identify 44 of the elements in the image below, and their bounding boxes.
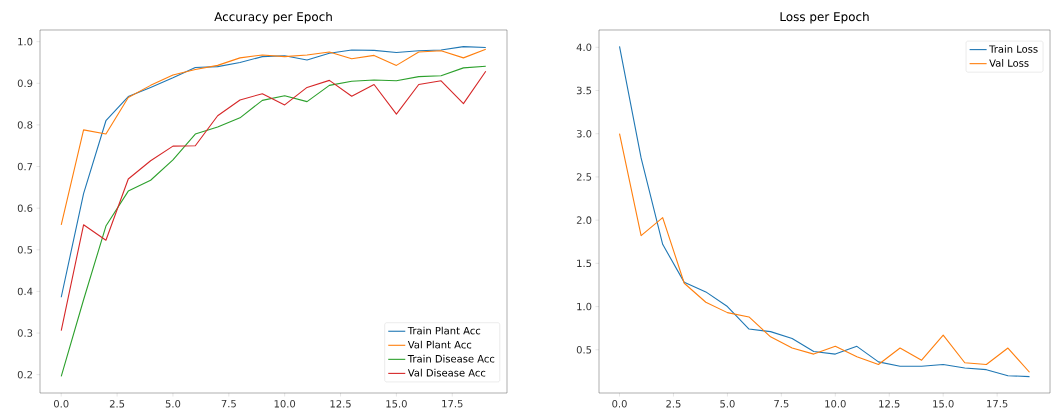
line-series	[618, 133, 1031, 373]
line-series	[60, 46, 487, 298]
x-tick-label: 5.0	[165, 400, 181, 408]
y-tick-label: 0.9	[17, 79, 33, 88]
chart-title: Loss per Epoch	[780, 11, 869, 24]
legend-label: Val Plant Acc	[407, 340, 472, 349]
legend-label: Val Disease Acc	[407, 368, 486, 377]
y-tick-label: 3.5	[576, 86, 592, 95]
x-tick-label: 12.5	[879, 400, 900, 408]
y-tick-label: 0.7	[17, 162, 33, 171]
x-tick-label: 0.0	[612, 400, 627, 408]
line-series	[60, 48, 487, 226]
y-tick-label: 1.5	[577, 259, 592, 268]
y-tick-label: 4.0	[576, 43, 592, 52]
y-tick-label: 0.5	[17, 246, 33, 254]
x-tick-label: 15.0	[386, 400, 407, 408]
y-tick-label: 0.8	[17, 121, 33, 129]
x-tick-label: 2.5	[109, 400, 125, 408]
legend-label: Val Loss	[989, 59, 1029, 67]
x-tick-label: 12.5	[330, 400, 351, 408]
x-tick-label: 10.0	[274, 400, 296, 408]
x-tick-label: 2.5	[666, 400, 681, 408]
x-tick-label: 15.0	[933, 400, 954, 408]
x-tick-label: 10.0	[825, 400, 846, 408]
y-tick-label: 3.0	[576, 129, 592, 138]
y-tick-label: 0.4	[17, 287, 33, 296]
x-tick-label: 7.5	[221, 400, 236, 408]
y-tick-label: 0.3	[17, 329, 33, 337]
x-tick-label: 17.5	[442, 400, 463, 408]
legend-label: Train Disease Acc	[407, 354, 495, 363]
y-tick-label: 1.0	[577, 302, 592, 311]
legend-label: Train Plant Acc	[407, 326, 481, 335]
x-tick-label: 17.5	[987, 400, 1008, 408]
y-tick-label: 0.2	[17, 370, 32, 379]
y-tick-label: 2.0	[576, 216, 592, 224]
y-tick-label: 2.5	[576, 173, 592, 181]
legend-label: Train Loss	[989, 45, 1038, 53]
x-tick-label: 5.0	[720, 400, 735, 408]
x-tick-label: 7.5	[774, 400, 789, 408]
y-tick-label: 0.6	[17, 204, 33, 212]
chart-title: Accuracy per Epoch	[214, 11, 332, 24]
y-tick-label: 1.0	[18, 37, 33, 46]
y-tick-label: 0.5	[576, 346, 592, 354]
x-tick-label: 0.0	[53, 400, 69, 408]
